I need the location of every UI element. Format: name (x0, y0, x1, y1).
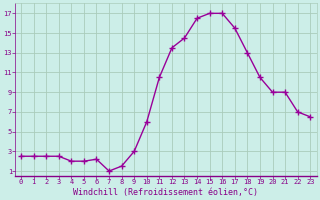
X-axis label: Windchill (Refroidissement éolien,°C): Windchill (Refroidissement éolien,°C) (73, 188, 258, 197)
